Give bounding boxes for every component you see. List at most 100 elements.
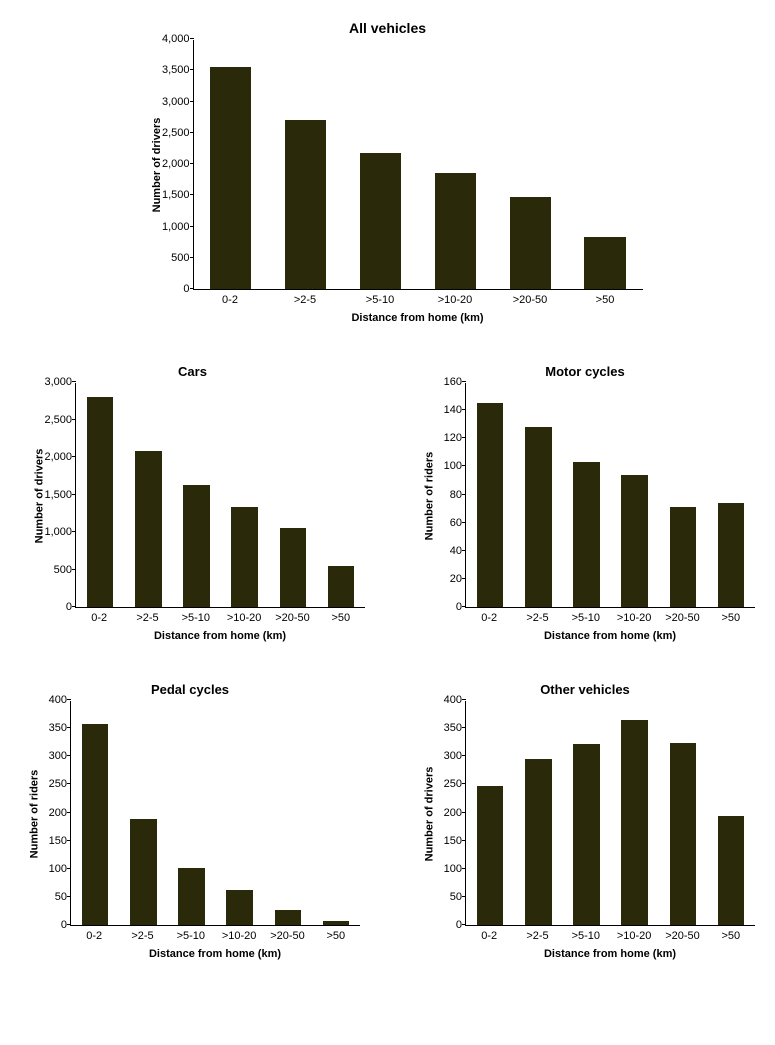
y-tick-label: 150: [49, 835, 71, 847]
y-tick-label: 1,000: [44, 526, 76, 538]
x-tick-label: >5-10: [562, 930, 610, 942]
bar: [718, 816, 744, 925]
bar: [525, 427, 551, 607]
bar: [275, 910, 301, 925]
chart-title: Pedal cycles: [20, 682, 360, 697]
bar: [280, 528, 306, 607]
x-axis-label: Distance from home (km): [70, 948, 360, 960]
y-tick-label: 2,500: [44, 414, 76, 426]
x-tick-label: >2-5: [513, 930, 561, 942]
y-tick-label: 1,500: [162, 189, 194, 201]
y-tick-label: 500: [171, 252, 193, 264]
y-tick-label: 0: [456, 601, 466, 613]
bar: [178, 868, 204, 925]
y-tick-label: 0: [61, 919, 71, 931]
x-tick-label: >5-10: [343, 294, 418, 306]
x-axis-label: Distance from home (km): [465, 630, 755, 642]
y-tick-label: 80: [450, 489, 466, 501]
y-tick-label: 150: [444, 835, 466, 847]
y-tick-label: 2,500: [162, 127, 194, 139]
x-tick-label: 0-2: [193, 294, 268, 306]
x-tick-label: >10-20: [418, 294, 493, 306]
y-tick-label: 160: [444, 376, 466, 388]
y-tick-label: 140: [444, 404, 466, 416]
y-tick-label: 50: [55, 891, 71, 903]
plot-area: 050100150200250300350400: [465, 701, 755, 926]
y-tick-label: 3,000: [44, 376, 76, 388]
bar: [82, 724, 108, 925]
x-tick-label: >20-50: [263, 930, 311, 942]
y-tick-label: 0: [183, 283, 193, 295]
x-tick-label: 0-2: [465, 612, 513, 624]
bar: [621, 720, 647, 925]
x-tick-label: >5-10: [167, 930, 215, 942]
y-tick-label: 500: [54, 564, 76, 576]
chart-title: All vehicles: [133, 20, 643, 36]
x-tick-label: >5-10: [172, 612, 220, 624]
y-axis-label: Number of riders: [28, 701, 40, 926]
bar: [231, 507, 257, 607]
x-axis-label: Distance from home (km): [75, 630, 365, 642]
y-tick-label: 2,000: [162, 158, 194, 170]
plot-area: 020406080100120140160: [465, 383, 755, 608]
bar: [210, 67, 251, 289]
bar: [323, 921, 349, 925]
x-tick-label: >2-5: [123, 612, 171, 624]
x-tick-label: >10-20: [610, 930, 658, 942]
bar: [183, 485, 209, 607]
chart-title: Motor cycles: [415, 364, 755, 379]
bar: [573, 462, 599, 607]
y-tick-label: 300: [49, 750, 71, 762]
bar: [573, 744, 599, 925]
y-tick-label: 2,000: [44, 451, 76, 463]
y-tick-label: 200: [49, 807, 71, 819]
x-axis-label: Distance from home (km): [465, 948, 755, 960]
y-tick-label: 20: [450, 573, 466, 585]
x-tick-label: >10-20: [220, 612, 268, 624]
bar: [360, 153, 401, 289]
y-tick-label: 1,500: [44, 489, 76, 501]
chart-motor-cycles: Motor cycles Number of riders 020406080100…: [415, 364, 755, 642]
y-tick-label: 100: [444, 863, 466, 875]
plot-area: 05001,0001,5002,0002,5003,000: [75, 383, 365, 608]
y-tick-label: 4,000: [162, 33, 194, 45]
x-tick-label: >20-50: [658, 930, 706, 942]
y-tick-label: 3,500: [162, 64, 194, 76]
x-tick-label: 0-2: [465, 930, 513, 942]
x-tick-label: >50: [317, 612, 365, 624]
bar: [584, 237, 625, 289]
bar: [130, 819, 156, 925]
y-tick-label: 50: [450, 891, 466, 903]
bar: [477, 786, 503, 925]
bar: [525, 759, 551, 926]
x-tick-label: >50: [568, 294, 643, 306]
y-tick-label: 350: [444, 722, 466, 734]
x-tick-label: >10-20: [610, 612, 658, 624]
chart-pedal-cycles: Pedal cycles Number of riders 0 50 100 150 200…: [20, 682, 360, 960]
x-tick-label: >20-50: [493, 294, 568, 306]
y-tick-label: 300: [444, 750, 466, 762]
x-tick-label: >50: [312, 930, 360, 942]
y-tick-label: 400: [49, 694, 71, 706]
y-axis-label: Number of drivers: [151, 40, 163, 290]
x-tick-label: >10-20: [215, 930, 263, 942]
y-axis-label: Number of riders: [423, 383, 435, 608]
x-tick-label: >50: [707, 612, 755, 624]
y-tick-label: 100: [444, 460, 466, 472]
bar: [477, 403, 503, 607]
plot-area: 05001,0001,5002,0002,5003,0003,5004,000: [193, 40, 643, 290]
bar: [670, 743, 696, 925]
bar: [718, 503, 744, 607]
x-tick-label: >2-5: [513, 612, 561, 624]
y-tick-label: 200: [444, 807, 466, 819]
y-tick-label: 120: [444, 432, 466, 444]
y-tick-label: 100: [49, 863, 71, 875]
x-tick-label: >20-50: [658, 612, 706, 624]
x-axis-label: Distance from home (km): [193, 312, 643, 324]
x-tick-label: >20-50: [268, 612, 316, 624]
y-tick-label: 1,000: [162, 221, 194, 233]
bar: [285, 120, 326, 289]
bar: [435, 173, 476, 289]
y-tick-label: 250: [49, 778, 71, 790]
y-tick-label: 0: [456, 919, 466, 931]
